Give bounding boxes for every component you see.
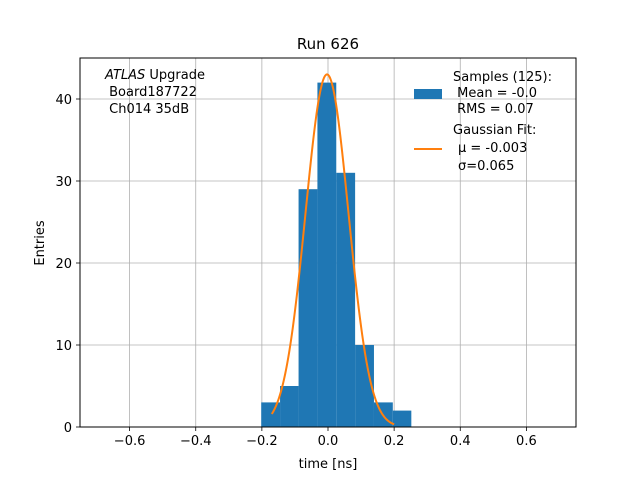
legend-fit-title: Gaussian Fit: (453, 123, 536, 138)
legend-samples-rms: RMS = 0.07 (453, 102, 534, 117)
histogram-bars (261, 82, 412, 427)
legend-samples-title: Samples (125): (453, 70, 552, 85)
chart-title: Run 626 (297, 35, 359, 53)
histogram-bar (392, 410, 412, 427)
x-tick-label: 0.6 (516, 434, 537, 449)
histogram-bar (261, 402, 281, 427)
y-axis-ticks: 0 10 20 30 40 (55, 93, 80, 436)
x-tick-label: 0.0 (318, 434, 339, 449)
y-tick-label: 40 (55, 93, 72, 108)
legend-fit-mu: μ = -0.003 (458, 141, 527, 156)
x-tick-label: −0.2 (246, 434, 278, 449)
annotation-line-1: ATLAS Upgrade (104, 68, 205, 83)
histogram-bar (355, 345, 374, 427)
histogram-bar (317, 82, 337, 427)
legend: Samples (125): Mean = -0.0 RMS = 0.07 Ga… (414, 70, 552, 174)
annotation-atlas: ATLAS (104, 68, 145, 83)
y-tick-label: 0 (64, 421, 72, 436)
legend-samples-swatch (414, 89, 442, 99)
annotation-board: Board187722 (105, 85, 197, 100)
x-tick-label: −0.6 (114, 434, 146, 449)
x-tick-label: −0.4 (180, 434, 212, 449)
annotation-upgrade: Upgrade (145, 68, 205, 83)
histogram-bar (280, 386, 299, 427)
x-axis-ticks: −0.6 −0.4 −0.2 0.0 0.2 0.4 0.6 (114, 427, 537, 449)
legend-fit-sigma: σ=0.065 (458, 159, 514, 174)
y-tick-label: 20 (55, 257, 72, 272)
y-axis-title: Entries (33, 220, 48, 266)
y-tick-label: 30 (55, 175, 72, 190)
legend-samples-mean: Mean = -0.0 (453, 86, 537, 101)
histogram-bar (336, 172, 356, 427)
x-tick-label: 0.4 (450, 434, 471, 449)
gaussian-fit-curve (270, 73, 395, 426)
annotation-channel: Ch014 35dB (105, 102, 189, 117)
y-tick-label: 10 (55, 339, 72, 354)
histogram-bar (298, 189, 318, 427)
atlas-annotation: ATLAS Upgrade Board187722 Ch014 35dB (104, 68, 205, 117)
x-tick-label: 0.2 (384, 434, 405, 449)
x-axis-title: time [ns] (299, 457, 358, 472)
